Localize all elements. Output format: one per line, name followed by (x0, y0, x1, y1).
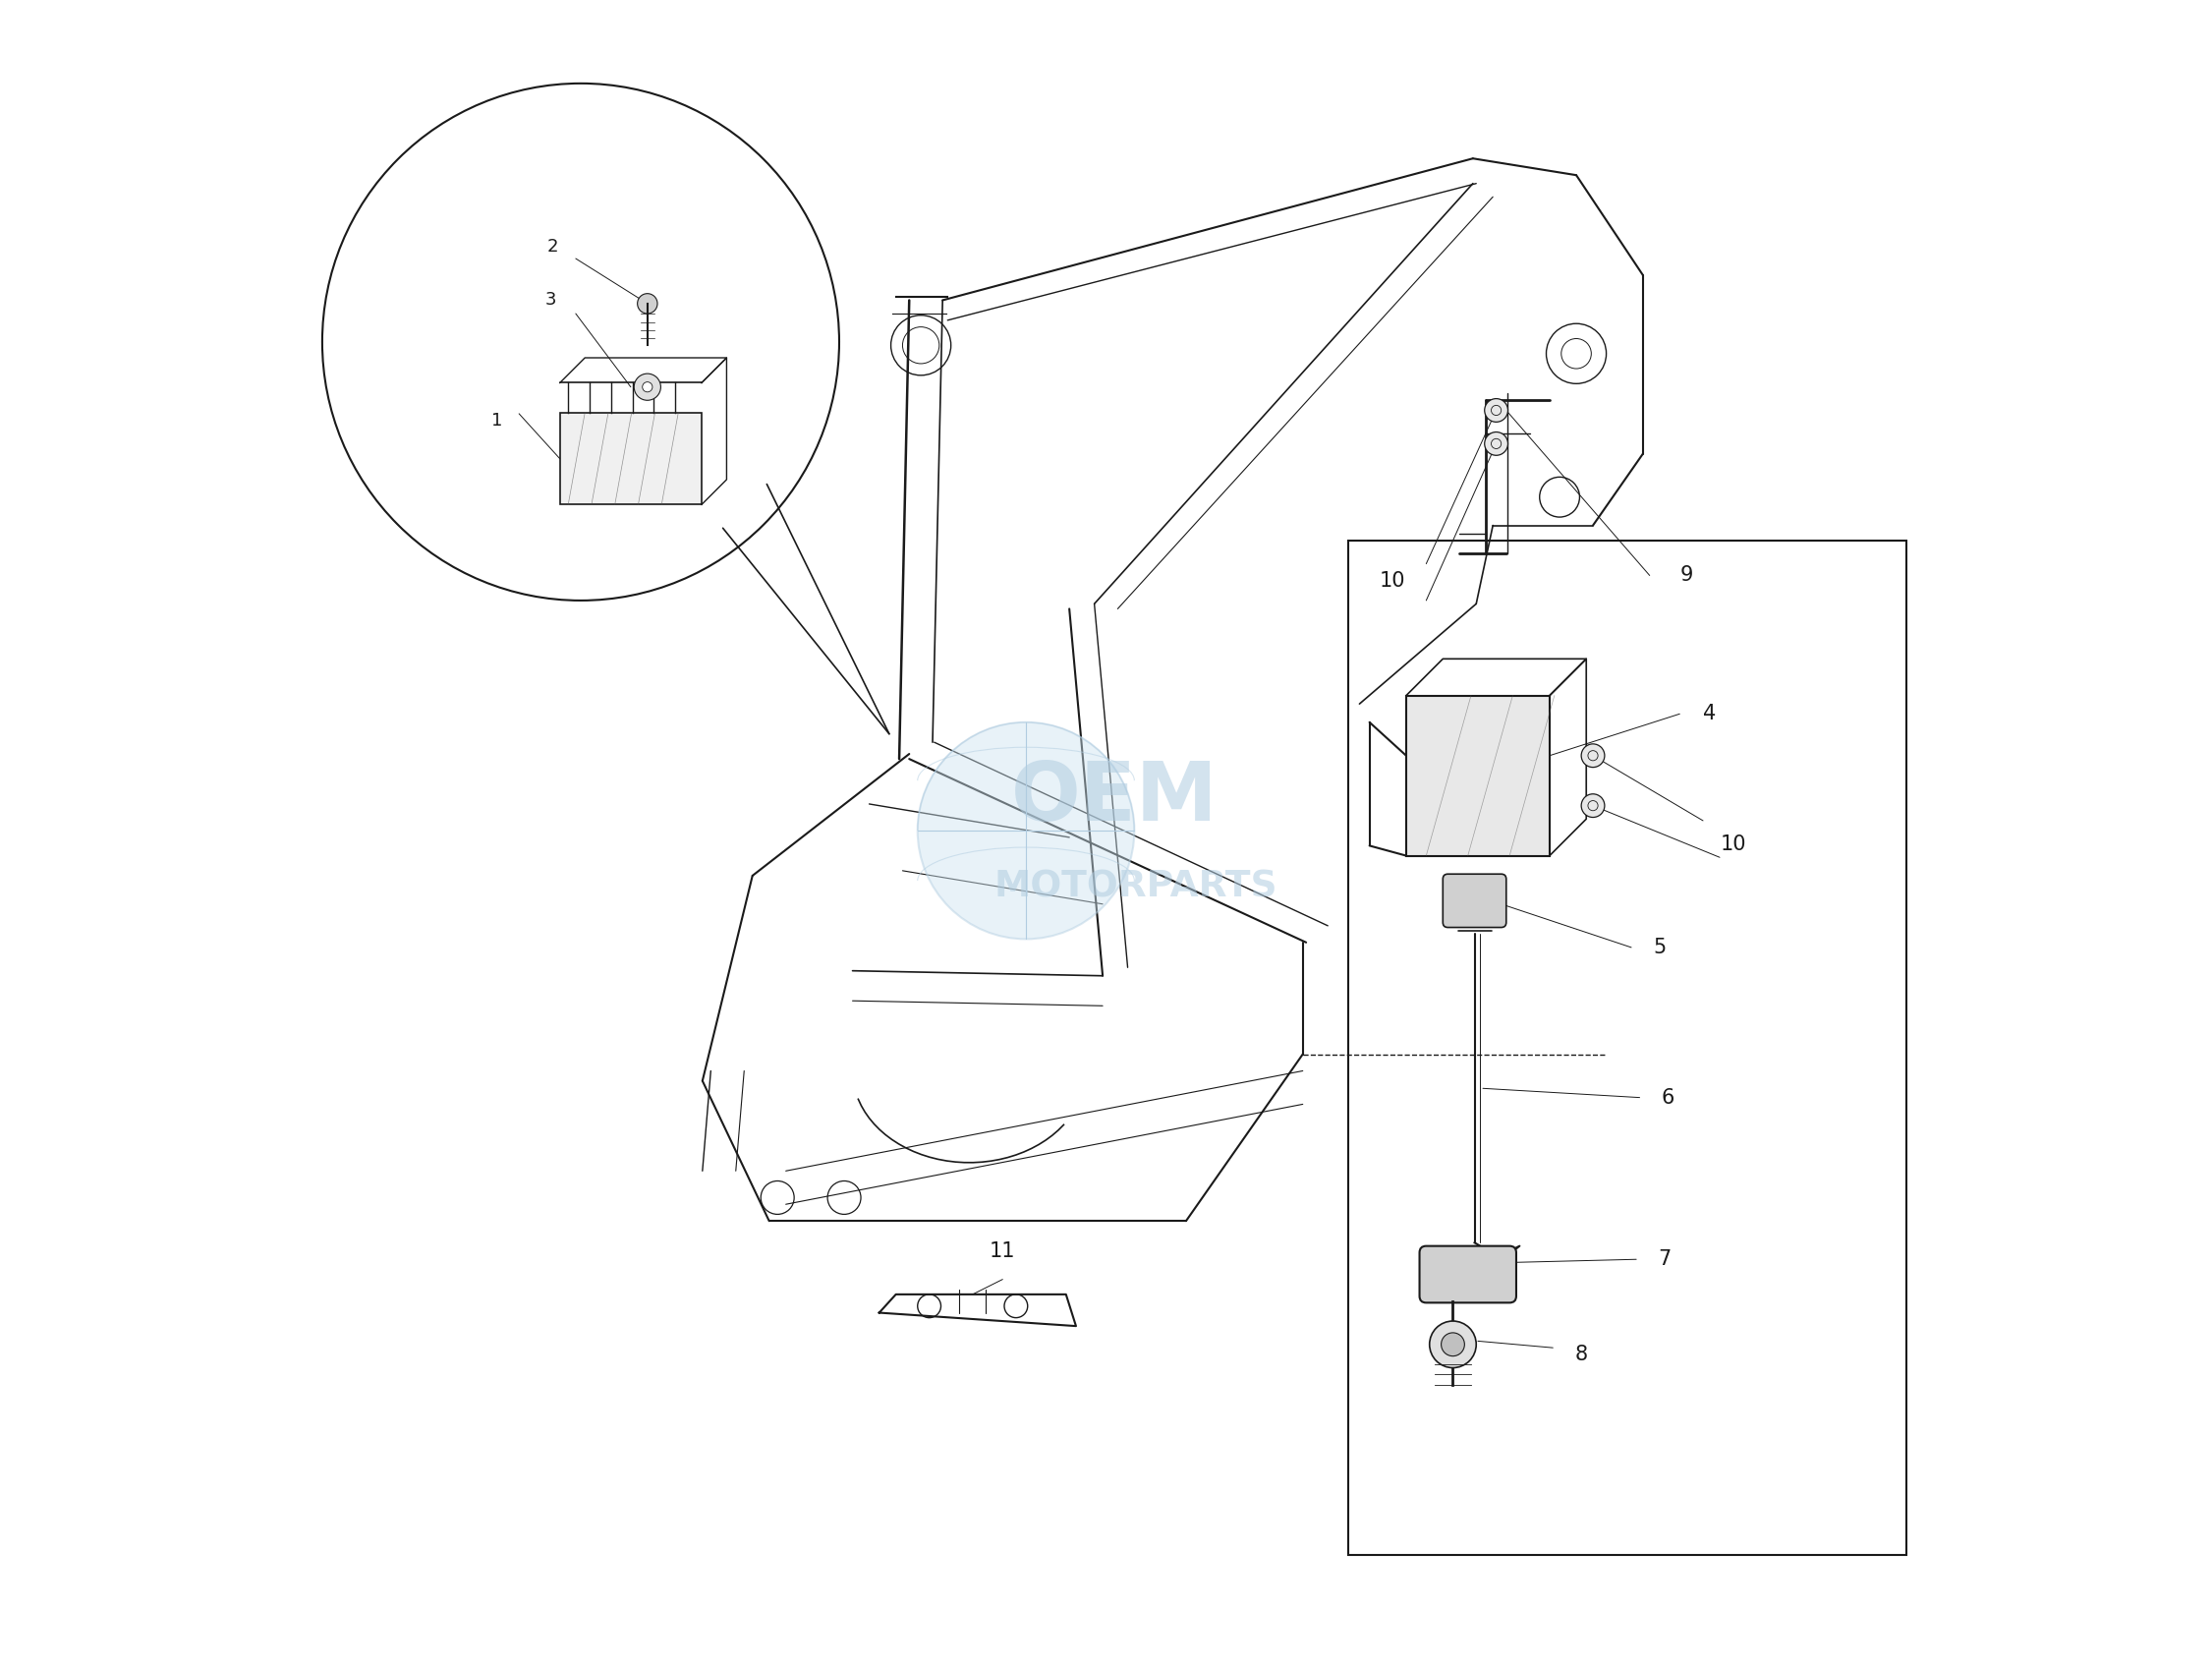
Circle shape (637, 294, 657, 314)
Text: 10: 10 (1721, 834, 1745, 854)
Text: 7: 7 (1659, 1249, 1670, 1269)
Text: 9: 9 (1679, 565, 1692, 585)
Text: 10: 10 (1380, 570, 1407, 590)
FancyBboxPatch shape (1442, 874, 1506, 927)
Circle shape (641, 382, 653, 392)
Bar (1347, 540, 1907, 1555)
Circle shape (918, 722, 1135, 939)
Circle shape (1429, 1321, 1475, 1368)
Text: 1: 1 (491, 412, 502, 429)
FancyBboxPatch shape (1420, 1246, 1515, 1303)
Text: 3: 3 (544, 292, 557, 309)
FancyBboxPatch shape (1407, 696, 1551, 856)
Text: 2: 2 (546, 239, 557, 255)
Text: 4: 4 (1703, 704, 1717, 724)
Circle shape (1442, 1333, 1464, 1356)
Text: 5: 5 (1652, 937, 1666, 957)
Text: 11: 11 (989, 1241, 1015, 1261)
Text: OEM: OEM (1011, 757, 1219, 837)
Text: 6: 6 (1661, 1088, 1674, 1108)
FancyBboxPatch shape (560, 412, 701, 504)
Circle shape (635, 374, 661, 400)
Circle shape (1582, 794, 1604, 817)
Circle shape (1484, 432, 1509, 455)
Text: MOTORPARTS: MOTORPARTS (993, 869, 1279, 906)
Text: 8: 8 (1575, 1344, 1588, 1364)
Circle shape (1484, 399, 1509, 422)
Circle shape (1582, 744, 1604, 767)
